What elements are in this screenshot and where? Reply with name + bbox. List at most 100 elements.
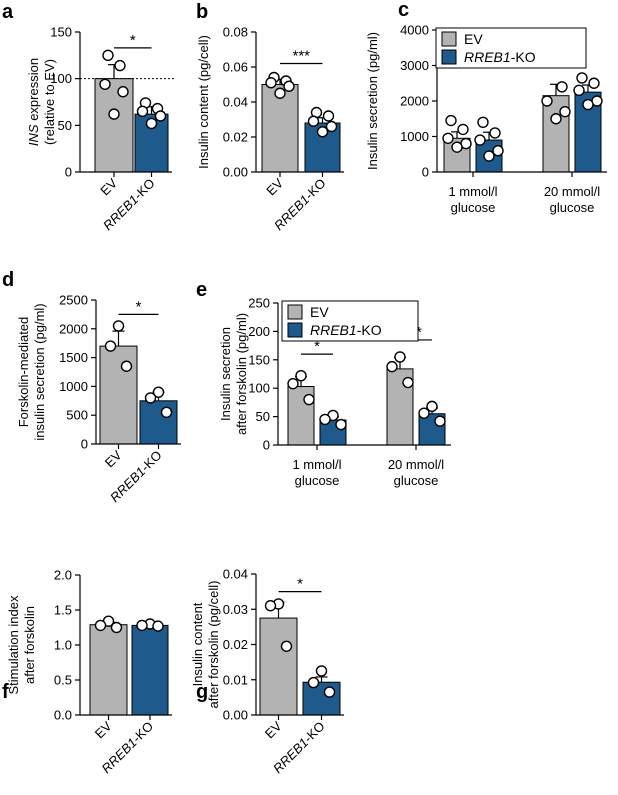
- panel-c-legend-label: EV: [464, 31, 483, 47]
- panel-d-data-point: [120, 360, 133, 372]
- panel-a-ytick-label: 0: [65, 165, 72, 180]
- panel-b-ytick-label: 0.02: [223, 130, 248, 145]
- panel-e-legend-label: EV: [310, 304, 329, 320]
- panel-a-ytick-label: 150: [50, 25, 72, 40]
- panel-d-ylabel: Forskolin-mediated: [16, 317, 31, 428]
- panel-c-legend-swatch: [441, 31, 457, 47]
- panel-d-letter: d: [2, 269, 14, 291]
- panel-a-ylabel: (relative to EV): [42, 59, 57, 145]
- panel-a-data-point: [117, 86, 129, 98]
- panel-b-ytick-label: 0.08: [223, 25, 248, 40]
- panel-f-data-point: [110, 621, 123, 634]
- panel-d-ytick-label: 1500: [59, 350, 88, 365]
- panel-e-data-point: [287, 377, 299, 390]
- panel-f-letter: f: [2, 681, 9, 703]
- panel-f-ytick-label: 1.5: [54, 603, 72, 618]
- panel-a-data-point: [102, 49, 114, 62]
- panel-c-group-label: glucose: [550, 200, 595, 215]
- panel-e-data-point: [303, 393, 315, 406]
- panel-d-category-label: EV: [102, 447, 125, 470]
- panel-d-bar: [139, 400, 178, 445]
- panel-b-data-point: [307, 115, 320, 127]
- panel-d-ytick-label: 0: [81, 437, 88, 452]
- panel-g-ytick-label: 0.01: [223, 672, 248, 687]
- panel-g-data-point: [264, 600, 277, 612]
- panel-a-ytick-label: 50: [58, 118, 72, 133]
- panel-e-sig-label: *: [314, 338, 320, 355]
- panel-c-data-point: [550, 113, 562, 125]
- panel-e-group-label: 1 mmol/l: [292, 457, 341, 472]
- panel-b-data-point: [265, 77, 277, 89]
- panel-b-category-label: EV: [263, 175, 286, 198]
- panel-d-data-point: [112, 320, 125, 332]
- panel-f-data-point: [152, 620, 164, 632]
- panel-b-data-point: [316, 126, 329, 138]
- panel-d-ytick-label: 2000: [59, 321, 88, 336]
- panel-c-data-point: [483, 150, 495, 162]
- panel-c-data-point: [489, 127, 501, 139]
- panel-e-legend-label: RREB1-KO: [310, 322, 382, 338]
- panel-d-ytick-label: 2500: [59, 293, 88, 308]
- panel-f-ytick-label: 2.0: [54, 568, 72, 583]
- panel-a-data-point: [114, 59, 126, 72]
- panel-b-ytick-label: 0.06: [223, 60, 248, 75]
- panel-f-ylabel: after forskolin: [22, 606, 37, 684]
- panel-d-bar: [99, 345, 138, 445]
- panel-g-data-point: [307, 676, 320, 689]
- panel-a-data-point: [136, 105, 149, 118]
- panel-c-data-point: [559, 105, 571, 118]
- panel-e-ytick-label: 200: [248, 324, 270, 339]
- panel-f-ytick-label: 0.5: [54, 673, 72, 688]
- panel-c-data-point: [556, 81, 568, 93]
- panel-e-legend-swatch: [287, 322, 303, 338]
- panel-g-category-label: EV: [262, 718, 285, 741]
- panel-e-ylabel: Insulin secretion: [218, 327, 233, 421]
- panel-c-data-point: [576, 72, 588, 84]
- panel-e-legend-box: [281, 300, 419, 342]
- panel-f-data-point: [136, 619, 148, 632]
- panel-c-data-point: [588, 77, 600, 89]
- panel-d-data-point: [104, 340, 117, 352]
- panel-c-legend-swatch: [441, 49, 457, 65]
- panel-f-bar: [89, 624, 128, 716]
- panel-f-category-label: EV: [92, 718, 115, 741]
- panel-d-data-point: [160, 406, 173, 419]
- panel-e-legend-swatch: [287, 304, 303, 320]
- panel-b-data-point: [322, 110, 335, 122]
- panel-c-ytick-label: 2000: [400, 94, 429, 109]
- panel-b-ytick-label: 0.04: [223, 95, 248, 110]
- panel-b-letter: b: [196, 1, 208, 23]
- panel-g-data-point: [315, 665, 328, 677]
- panel-e-data-point: [295, 370, 307, 382]
- panel-c-data-point: [442, 132, 454, 144]
- panel-e-ytick-label: 50: [256, 409, 270, 424]
- panel-e-ytick-label: 250: [248, 296, 270, 311]
- panel-e-data-point: [335, 418, 347, 431]
- panel-a-data-point: [99, 78, 111, 90]
- panel-e-bar: [418, 413, 446, 446]
- panel-f-bar: [131, 624, 169, 716]
- panel-a-category-label: EV: [97, 175, 120, 198]
- panel-d-ytick-label: 500: [66, 408, 88, 423]
- panel-e-ytick-label: 100: [248, 381, 270, 396]
- panel-d-data-point: [144, 392, 157, 404]
- panel-g-ylabel: Insulin content: [190, 602, 205, 686]
- panel-c-legend-label: RREB1-KO: [464, 49, 536, 65]
- panel-e-ytick-label: 150: [248, 352, 270, 367]
- panel-b-sig-label: ***: [292, 48, 310, 65]
- panel-e-letter: e: [196, 279, 207, 301]
- panel-c-group-label: glucose: [451, 200, 496, 215]
- panel-a-letter: a: [2, 1, 14, 23]
- panel-b-ylabel: Insulin content (pg/cell): [196, 35, 211, 169]
- panel-g-data-point: [280, 640, 293, 652]
- panel-b-data-point: [274, 87, 286, 99]
- panel-g-ytick-label: 0.00: [223, 708, 248, 723]
- panel-c-data-point: [492, 144, 504, 157]
- panel-e-data-point: [319, 413, 331, 426]
- panel-a-ytick-label: 100: [50, 71, 72, 86]
- panel-a-sig-label: *: [130, 32, 136, 49]
- panel-a-data-point: [154, 110, 167, 122]
- panel-e-group-label: glucose: [394, 473, 439, 488]
- panel-a-ylabel: INS expression: [26, 58, 41, 146]
- panel-f-ytick-label: 1.0: [54, 638, 72, 653]
